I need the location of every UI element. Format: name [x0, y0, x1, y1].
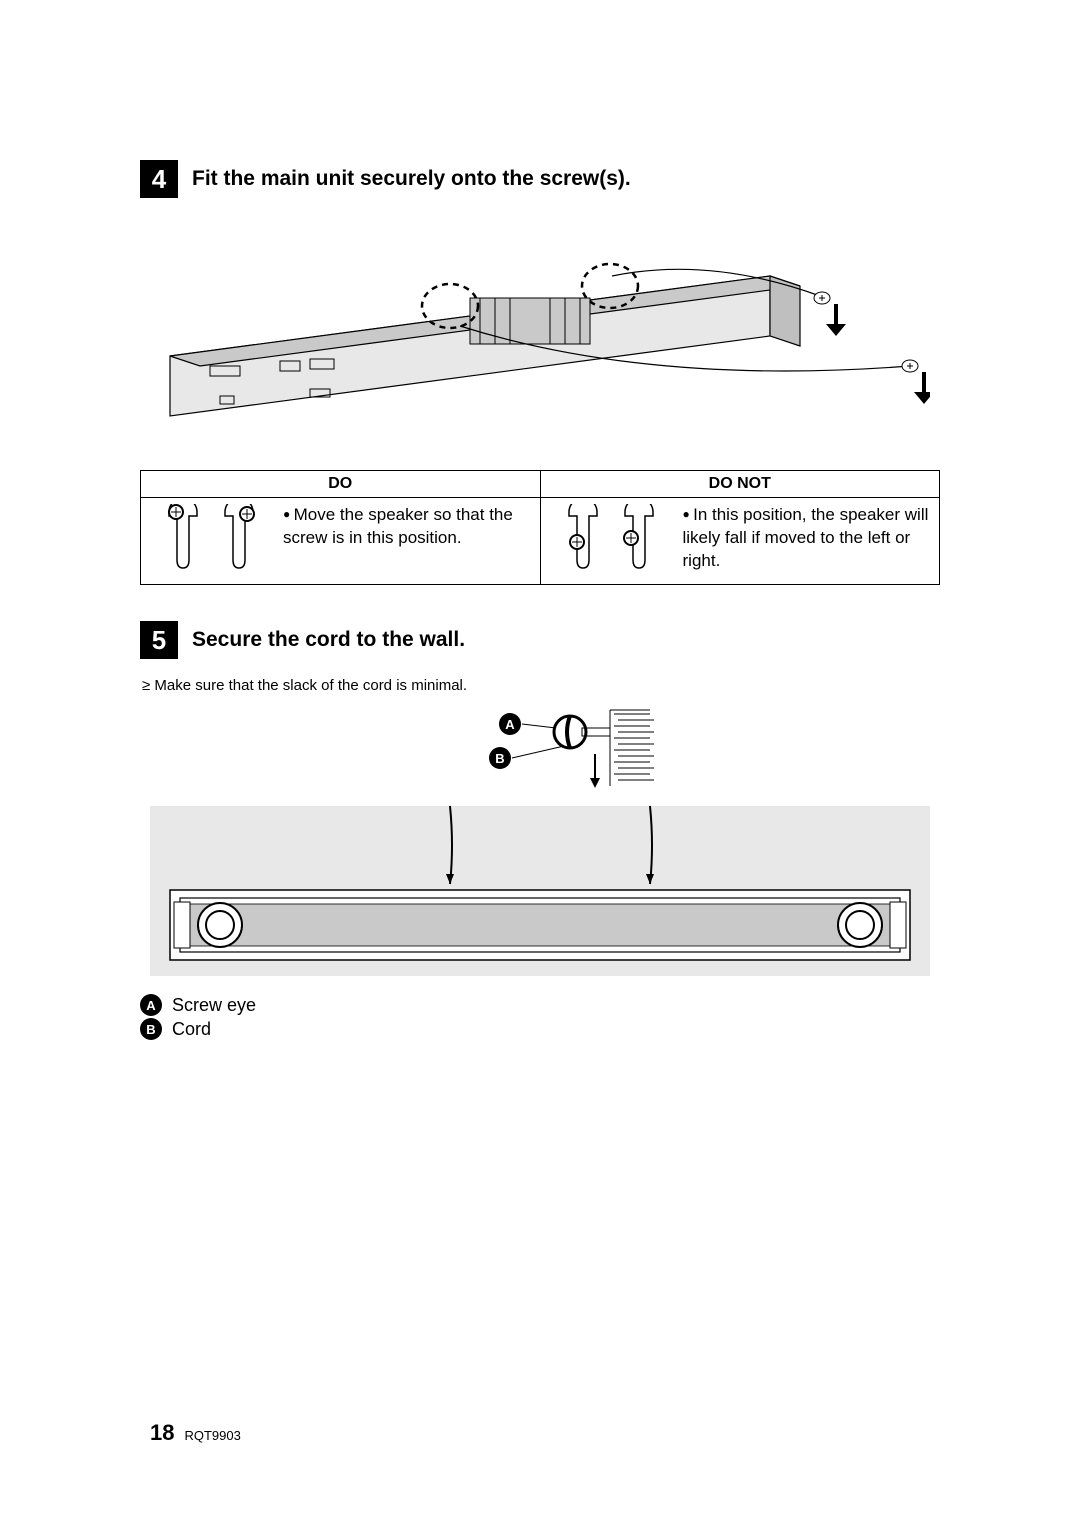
keyhole-dn-1	[569, 504, 597, 568]
legend: A Screw eye B Cord	[140, 994, 940, 1040]
do-header: DO	[141, 471, 541, 498]
step4-diagram	[140, 216, 940, 446]
legend-badge-a: A	[140, 994, 162, 1016]
donot-header: DO NOT	[540, 471, 940, 498]
screw-eye-detail: A B	[489, 710, 654, 788]
do-cell: Move the speaker so that the screw is in…	[141, 498, 541, 585]
step5-number-box: 5	[140, 621, 178, 659]
step4-title: Fit the main unit securely onto the scre…	[192, 167, 631, 191]
legend-badge-b: B	[140, 1018, 162, 1040]
step5-row: 5 Secure the cord to the wall.	[140, 621, 940, 659]
donot-text-wrap: In this position, the speaker will likel…	[683, 504, 930, 573]
footer: 18 RQT9903	[150, 1420, 241, 1446]
doc-code: RQT9903	[184, 1428, 240, 1443]
step5-note: Make sure that the slack of the cord is …	[154, 677, 467, 694]
step5-title: Secure the cord to the wall.	[192, 628, 465, 652]
donot-keyhole-svg	[551, 504, 671, 578]
driver-right	[838, 902, 906, 948]
soundbar-front	[170, 890, 910, 960]
step5-number: 5	[152, 625, 166, 656]
keyhole-do-1	[169, 504, 197, 568]
do-keyhole-svg	[151, 504, 271, 578]
soundbar-perspective-svg	[150, 216, 930, 446]
badge-a-inline: A	[505, 717, 515, 732]
step5-note-row: ≥ Make sure that the slack of the cord i…	[142, 677, 940, 694]
step4-number: 4	[152, 164, 166, 195]
driver-left	[174, 902, 242, 948]
bullet-icon: ≥	[142, 677, 154, 694]
keyhole-dn-2	[624, 504, 653, 568]
step5-diagram: A B	[140, 706, 940, 986]
page: 4 Fit the main unit securely onto the sc…	[0, 0, 1080, 1526]
legend-label-b: Cord	[172, 1019, 211, 1040]
page-number: 18	[150, 1420, 174, 1446]
do-text: Move the speaker so that the screw is in…	[283, 504, 530, 550]
cord-wall-svg: A B	[150, 706, 930, 986]
keyhole-do-2	[225, 504, 254, 568]
screw-icon-2	[902, 360, 930, 404]
donot-cell: In this position, the speaker will likel…	[540, 498, 940, 585]
badge-b-inline: B	[495, 751, 504, 766]
center-block	[470, 298, 590, 344]
bar-side-face	[770, 276, 800, 346]
do-donot-table: DO DO NOT	[140, 470, 940, 585]
legend-row-a: A Screw eye	[140, 994, 940, 1016]
screw-icon-1	[814, 292, 846, 336]
step4-row: 4 Fit the main unit securely onto the sc…	[140, 160, 940, 198]
legend-row-b: B Cord	[140, 1018, 940, 1040]
legend-label-a: Screw eye	[172, 995, 256, 1016]
do-text-wrap: Move the speaker so that the screw is in…	[283, 504, 530, 550]
step4-number-box: 4	[140, 160, 178, 198]
donot-text: In this position, the speaker will likel…	[683, 504, 930, 573]
